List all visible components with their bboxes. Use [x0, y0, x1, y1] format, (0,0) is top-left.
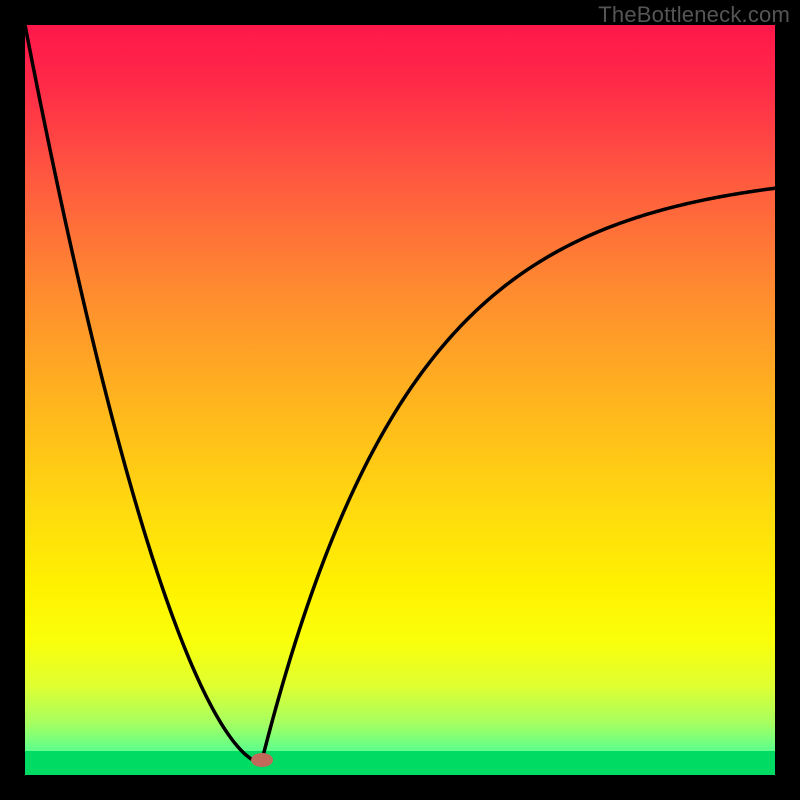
baseline-band [25, 751, 775, 775]
dip-marker [251, 753, 273, 767]
watermark-text: TheBottleneck.com [598, 2, 790, 28]
chart-frame: TheBottleneck.com [0, 0, 800, 800]
plot-background [25, 25, 775, 775]
bottleneck-chart [0, 0, 800, 800]
